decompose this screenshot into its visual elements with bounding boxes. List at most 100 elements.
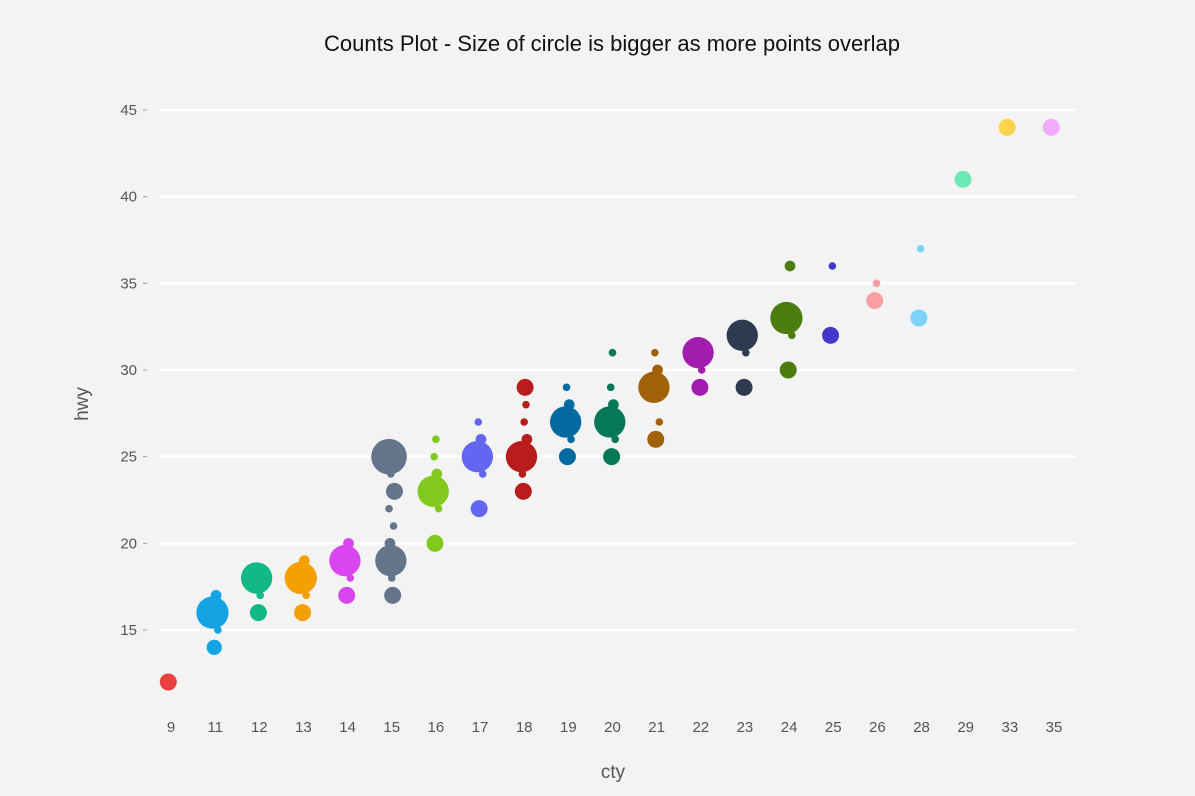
- x-tick-label-11: 11: [207, 719, 223, 736]
- point-cty-17-hwy-27: [474, 418, 483, 426]
- point-cty-18-hwy-28: [522, 400, 530, 409]
- y-tick-label-40: 40: [120, 189, 137, 206]
- point-cty-26-hwy-34: [866, 292, 884, 310]
- point-cty-25-hwy-36: [828, 262, 837, 270]
- x-tick-label-25: 25: [825, 719, 842, 736]
- point-cty-15-hwy-17: [384, 586, 402, 604]
- point-cty-13-hwy-18: [284, 561, 317, 595]
- y-axis-ticks: 15 20 25 30 35 40 45: [120, 102, 147, 639]
- x-tick-label-21: 21: [648, 719, 665, 736]
- point-cty-11-hwy-16: [196, 596, 229, 629]
- point-cty-11-hwy-15: [214, 626, 222, 634]
- x-tick-label-12: 12: [251, 719, 268, 736]
- point-cty-23-hwy-31: [742, 348, 750, 357]
- y-tick-label-25: 25: [120, 449, 137, 466]
- point-cty-19-hwy-25: [558, 448, 576, 466]
- data-points: [159, 118, 1060, 691]
- y-axis-label: hwy: [72, 387, 93, 421]
- point-cty-28-hwy-33: [910, 309, 928, 327]
- y-tick-label-35: 35: [120, 275, 137, 292]
- point-cty-19-hwy-26: [567, 435, 575, 444]
- point-cty-24-hwy-33: [770, 301, 803, 335]
- x-tick-label-15: 15: [383, 719, 400, 736]
- point-cty-28-hwy-37: [916, 244, 925, 253]
- point-cty-11-hwy-14: [206, 639, 222, 655]
- point-cty-12-hwy-17: [256, 591, 265, 600]
- x-tick-label-18: 18: [516, 719, 533, 736]
- point-cty-23-hwy-29: [735, 378, 753, 396]
- chart-title: Counts Plot - Size of circle is bigger a…: [324, 31, 900, 56]
- point-cty-20-hwy-28: [608, 399, 619, 411]
- point-cty-33-hwy-44: [998, 118, 1016, 136]
- point-cty-19-hwy-27: [549, 406, 582, 438]
- x-axis-label: cty: [601, 762, 626, 783]
- point-cty-14-hwy-19: [329, 544, 361, 577]
- point-cty-14-hwy-18: [346, 574, 355, 582]
- point-cty-16-hwy-26: [432, 435, 440, 444]
- point-cty-15-hwy-23: [385, 482, 403, 500]
- point-cty-35-hwy-44: [1042, 118, 1060, 136]
- point-cty-24-hwy-32: [788, 331, 796, 340]
- x-tick-label-16: 16: [428, 719, 445, 736]
- point-cty-22-hwy-31: [682, 336, 714, 369]
- x-tick-label-20: 20: [604, 719, 621, 736]
- x-axis-ticks: 9 11 12 13 14 15 16 17 18 19 20 21 22 23 24 25 26 28 29 33 3…: [167, 719, 1063, 736]
- point-cty-15-hwy-21: [389, 522, 398, 530]
- point-cty-14-hwy-20: [343, 537, 354, 549]
- point-cty-29-hwy-41: [954, 170, 972, 188]
- point-cty-18-hwy-24: [518, 470, 527, 478]
- point-cty-25-hwy-32: [822, 326, 840, 344]
- point-cty-16-hwy-23: [417, 475, 449, 508]
- point-cty-11-hwy-17: [210, 589, 222, 601]
- point-cty-17-hwy-25: [461, 440, 494, 473]
- point-cty-16-hwy-24: [431, 468, 443, 480]
- point-cty-18-hwy-26: [521, 433, 533, 445]
- point-cty-17-hwy-26: [475, 433, 487, 445]
- y-tick-label-15: 15: [120, 622, 137, 639]
- point-cty-12-hwy-16: [249, 604, 267, 622]
- x-tick-label-24: 24: [781, 719, 798, 736]
- point-cty-21-hwy-31: [651, 348, 659, 357]
- point-cty-21-hwy-30: [652, 364, 663, 376]
- point-cty-20-hwy-29: [606, 383, 615, 392]
- point-cty-22-hwy-29: [691, 378, 709, 396]
- point-cty-24-hwy-30: [779, 361, 797, 379]
- point-cty-15-hwy-24: [387, 470, 395, 478]
- point-cty-15-hwy-25: [371, 438, 407, 475]
- point-cty-20-hwy-26: [611, 435, 619, 444]
- y-tick-label-30: 30: [120, 362, 137, 379]
- point-cty-17-hwy-22: [470, 500, 488, 518]
- point-cty-12-hwy-18: [240, 562, 273, 594]
- point-cty-18-hwy-27: [520, 418, 528, 426]
- x-tick-label-35: 35: [1046, 719, 1063, 736]
- y-tick-label-45: 45: [120, 102, 137, 119]
- point-cty-18-hwy-25: [505, 440, 538, 473]
- point-cty-9-hwy-12: [159, 673, 177, 691]
- point-cty-17-hwy-24: [478, 470, 487, 478]
- point-cty-24-hwy-36: [784, 260, 796, 272]
- point-cty-22-hwy-30: [697, 366, 706, 374]
- point-cty-18-hwy-23: [514, 482, 532, 500]
- point-cty-13-hwy-17: [302, 591, 310, 600]
- point-cty-21-hwy-27: [655, 418, 664, 426]
- x-tick-label-23: 23: [737, 719, 754, 736]
- point-cty-16-hwy-20: [426, 534, 444, 552]
- point-cty-26-hwy-35: [872, 279, 881, 288]
- point-cty-15-hwy-18: [387, 574, 396, 582]
- x-tick-label-13: 13: [295, 719, 312, 736]
- point-cty-19-hwy-28: [563, 399, 575, 411]
- x-tick-label-22: 22: [692, 719, 709, 736]
- x-tick-label-26: 26: [869, 719, 886, 736]
- point-cty-21-hwy-29: [638, 371, 670, 404]
- x-tick-label-14: 14: [339, 719, 356, 736]
- point-cty-23-hwy-32: [726, 319, 758, 352]
- point-cty-13-hwy-16: [294, 604, 312, 622]
- point-cty-20-hwy-27: [594, 406, 626, 438]
- y-tick-label-20: 20: [120, 535, 137, 552]
- x-tick-label-33: 33: [1002, 719, 1019, 736]
- point-cty-13-hwy-19: [298, 555, 310, 567]
- x-tick-label-28: 28: [913, 719, 930, 736]
- point-cty-19-hwy-29: [562, 383, 571, 392]
- point-cty-15-hwy-20: [384, 537, 396, 549]
- x-tick-label-17: 17: [472, 719, 489, 736]
